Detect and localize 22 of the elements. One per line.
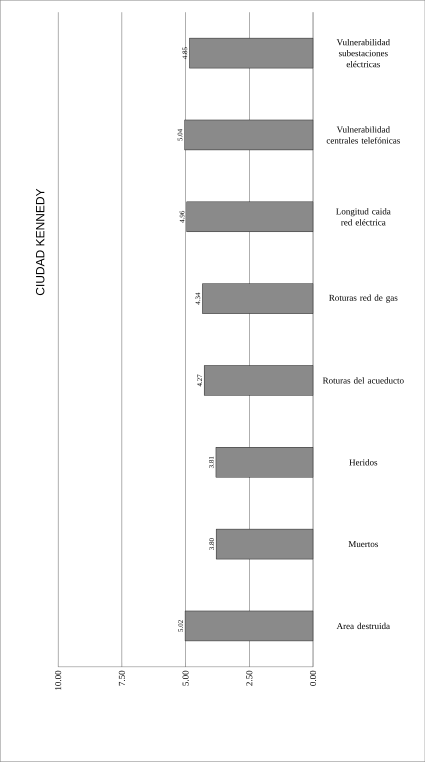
x-tick-label: 5.00 [182, 670, 189, 686]
bar [216, 447, 314, 478]
y-tick-label: Vulnerabilidad subestaciones eléctricas [336, 38, 390, 68]
x-tick-label: 0.00 [310, 670, 316, 686]
y-tick-label: Roturas del acueducto [322, 377, 404, 384]
y-tick-label: Vulnerabilidad centrales telefónicas [326, 126, 400, 144]
x-tick-label: 2.50 [246, 670, 252, 686]
bar [204, 365, 314, 396]
x-tick-label: 10.00 [55, 670, 62, 690]
bar [184, 610, 314, 642]
bar [202, 283, 314, 314]
bar [186, 202, 314, 232]
text: CIUDAD KENNEDY [36, 188, 44, 296]
y-tick-label: Longitud caida red eléctrica [336, 208, 391, 226]
y-tick-label: Heridos [349, 459, 378, 466]
y-tick-label: Area destruida [336, 622, 390, 630]
bar [216, 528, 314, 560]
y-tick-label: Roturas red de gas [329, 294, 398, 303]
x-tick-label: 7.50 [118, 670, 125, 686]
y-tick-label: Muertos [348, 541, 378, 548]
bar [184, 120, 314, 150]
bar [189, 38, 314, 68]
